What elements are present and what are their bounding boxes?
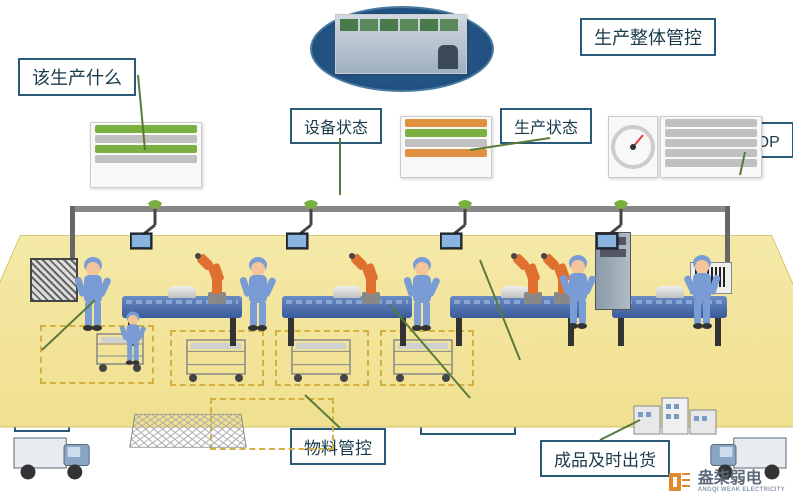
station-monitor xyxy=(440,195,490,258)
conveyor-leg xyxy=(230,316,236,346)
dashboard-panel xyxy=(400,116,492,178)
worker xyxy=(404,255,442,333)
control-room-image xyxy=(335,14,467,74)
station-monitor xyxy=(286,195,336,258)
label-equip-status: 设备状态 xyxy=(290,108,382,144)
robot-arm xyxy=(194,250,238,311)
workpiece xyxy=(656,286,684,298)
worker xyxy=(120,310,147,366)
material-cart xyxy=(185,338,247,391)
conveyor-belt xyxy=(282,296,412,318)
label-what-produce: 该生产什么 xyxy=(18,58,136,96)
robot-arm xyxy=(348,250,392,311)
dashboard-panel xyxy=(608,116,658,178)
label-top-control: 生产整体管控 xyxy=(580,18,716,56)
label-prod-status: 生产状态 xyxy=(500,108,592,144)
dashboard-panel xyxy=(90,122,202,188)
worker xyxy=(682,253,720,331)
conveyor-leg xyxy=(456,316,462,346)
conveyor-leg xyxy=(288,316,294,346)
watermark-icon xyxy=(666,470,694,494)
delivery-truck xyxy=(10,432,100,487)
worker xyxy=(75,255,113,333)
label-what-produce-text: 该生产什么 xyxy=(32,68,122,88)
inspection-station xyxy=(30,258,78,302)
label-shipment: 成品及时出货 xyxy=(540,440,670,477)
material-cart xyxy=(290,338,352,391)
station-monitor xyxy=(130,195,180,258)
worker xyxy=(560,253,598,331)
station-monitor xyxy=(596,195,646,258)
warehouse-buildings xyxy=(630,388,720,438)
label-equip-status-text: 设备状态 xyxy=(304,120,368,137)
label-prod-status-text: 生产状态 xyxy=(514,120,578,137)
worker xyxy=(240,255,278,333)
mesh-pallet xyxy=(129,414,247,448)
watermark-text: 盎柒弱电 xyxy=(698,471,785,487)
label-top-control-text: 生产整体管控 xyxy=(594,28,702,48)
workpiece xyxy=(168,286,196,298)
watermark: 盎柒弱电 ANGQI WEAK ELECTRICITY xyxy=(666,470,785,494)
watermark-sub: ANGQI WEAK ELECTRICITY xyxy=(698,487,785,493)
dashboard-panel xyxy=(660,116,762,178)
conveyor-leg xyxy=(618,316,624,346)
label-shipment-text: 成品及时出货 xyxy=(554,451,656,470)
